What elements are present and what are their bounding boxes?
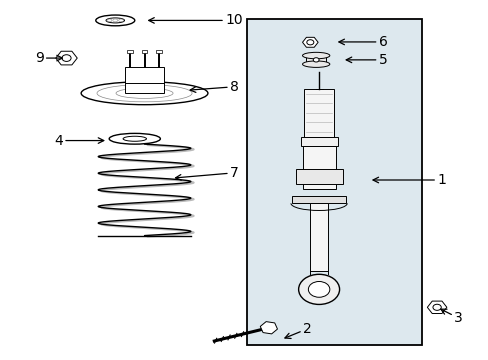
Bar	[310, 203, 327, 271]
Bar	[306, 55, 325, 64]
Bar	[292, 196, 345, 203]
Text: 7: 7	[175, 166, 238, 180]
Ellipse shape	[298, 274, 339, 305]
Ellipse shape	[96, 15, 135, 26]
Bar	[302, 146, 335, 189]
Ellipse shape	[432, 304, 440, 310]
FancyBboxPatch shape	[246, 19, 422, 345]
Ellipse shape	[106, 18, 124, 23]
Bar	[156, 50, 162, 53]
Text: 5: 5	[346, 53, 386, 67]
Text: 6: 6	[338, 35, 386, 49]
Text: 8: 8	[190, 80, 238, 94]
Ellipse shape	[306, 40, 313, 45]
Ellipse shape	[81, 82, 207, 105]
Bar	[142, 50, 147, 53]
Ellipse shape	[123, 136, 146, 141]
Text: 2: 2	[285, 322, 311, 338]
Text: 9: 9	[35, 51, 62, 65]
Bar	[125, 67, 163, 93]
Ellipse shape	[62, 55, 71, 62]
Bar	[300, 137, 337, 146]
Text: 4: 4	[54, 134, 103, 148]
Bar	[304, 89, 333, 137]
Ellipse shape	[302, 61, 329, 67]
Bar	[295, 169, 342, 184]
Text: 10: 10	[148, 13, 242, 27]
Text: 3: 3	[440, 309, 462, 325]
Text: 1: 1	[372, 173, 445, 187]
Bar	[127, 50, 133, 53]
Ellipse shape	[313, 58, 319, 62]
Ellipse shape	[308, 282, 329, 297]
Ellipse shape	[109, 134, 160, 144]
Ellipse shape	[302, 52, 329, 59]
